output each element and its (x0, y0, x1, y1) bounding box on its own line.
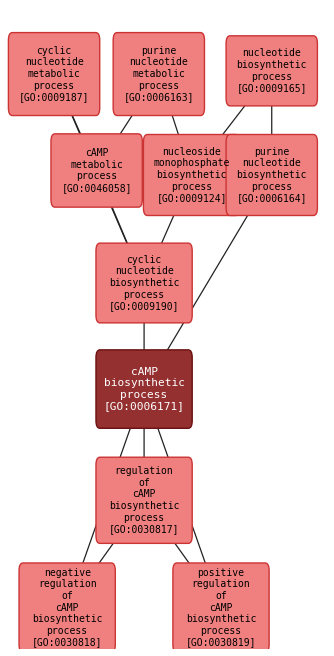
FancyBboxPatch shape (143, 134, 240, 216)
FancyBboxPatch shape (113, 33, 204, 115)
Text: cAMP
biosynthetic
process
[GO:0006171]: cAMP biosynthetic process [GO:0006171] (104, 367, 185, 411)
Text: purine
nucleotide
metabolic
process
[GO:0006163]: purine nucleotide metabolic process [GO:… (124, 46, 194, 102)
Text: cyclic
nucleotide
biosynthetic
process
[GO:0009190]: cyclic nucleotide biosynthetic process [… (109, 255, 179, 311)
FancyBboxPatch shape (51, 134, 142, 207)
Text: nucleoside
monophosphate
biosynthetic
process
[GO:0009124]: nucleoside monophosphate biosynthetic pr… (153, 147, 230, 203)
FancyBboxPatch shape (96, 457, 192, 543)
FancyBboxPatch shape (226, 134, 317, 216)
Text: purine
nucleotide
biosynthetic
process
[GO:0006164]: purine nucleotide biosynthetic process [… (236, 147, 307, 203)
FancyBboxPatch shape (8, 33, 100, 115)
FancyBboxPatch shape (226, 36, 317, 106)
Text: negative
regulation
of
cAMP
biosynthetic
process
[GO:0030818]: negative regulation of cAMP biosynthetic… (32, 568, 103, 647)
Text: nucleotide
biosynthetic
process
[GO:0009165]: nucleotide biosynthetic process [GO:0009… (236, 49, 307, 93)
FancyBboxPatch shape (96, 243, 192, 323)
Text: positive
regulation
of
cAMP
biosynthetic
process
[GO:0030819]: positive regulation of cAMP biosynthetic… (186, 568, 256, 647)
Text: cAMP
metabolic
process
[GO:0046058]: cAMP metabolic process [GO:0046058] (61, 148, 132, 193)
FancyBboxPatch shape (96, 350, 192, 428)
Text: cyclic
nucleotide
metabolic
process
[GO:0009187]: cyclic nucleotide metabolic process [GO:… (19, 46, 89, 102)
FancyBboxPatch shape (19, 563, 115, 652)
Text: regulation
of
cAMP
biosynthetic
process
[GO:0030817]: regulation of cAMP biosynthetic process … (109, 466, 179, 534)
FancyBboxPatch shape (173, 563, 269, 652)
